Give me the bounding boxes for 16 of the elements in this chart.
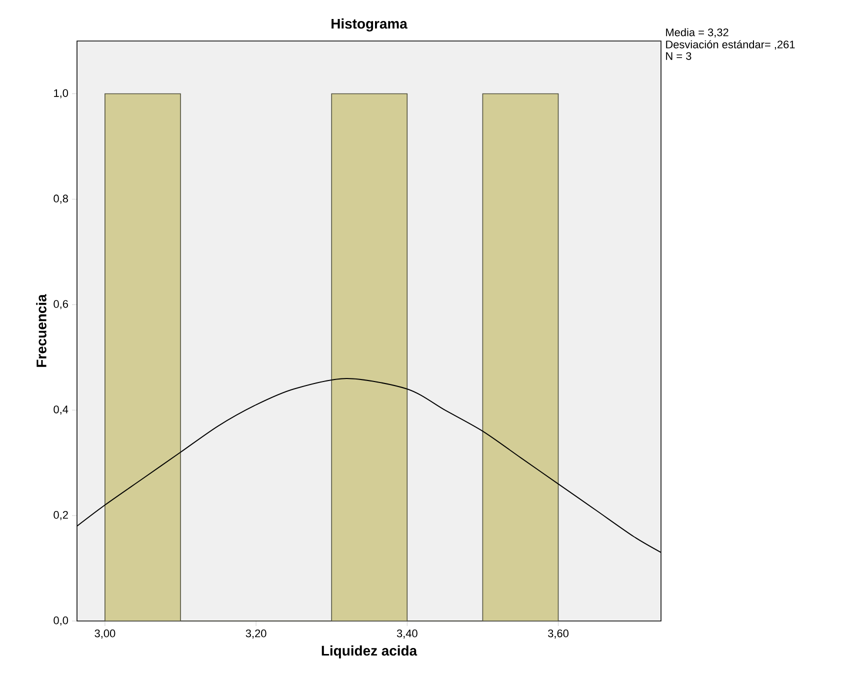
x-tick-label: 3,20 xyxy=(246,630,266,639)
y-tick-label: 1,0 xyxy=(54,89,68,98)
text: N = 3 xyxy=(666,52,692,60)
text: Media = 3,32 xyxy=(666,28,728,38)
x-tick-label: 3,00 xyxy=(94,630,116,639)
y-tick-label: 0,2 xyxy=(54,511,68,520)
text: Desviación estándar= ,261 xyxy=(666,40,795,50)
chart-title: Histograma xyxy=(332,18,408,32)
y-axis-title: Frecuencia xyxy=(36,294,46,367)
x-tick-label: 3,60 xyxy=(548,630,568,639)
y-tick-label: 0,6 xyxy=(54,300,68,310)
y-tick-label: 0,4 xyxy=(54,406,68,415)
y-tick-label: 0,0 xyxy=(54,616,68,626)
x-tick-label: 3,40 xyxy=(396,630,418,639)
y-tick-label: 0,8 xyxy=(54,194,68,204)
x-axis-title: Liquidez acida xyxy=(322,645,418,658)
